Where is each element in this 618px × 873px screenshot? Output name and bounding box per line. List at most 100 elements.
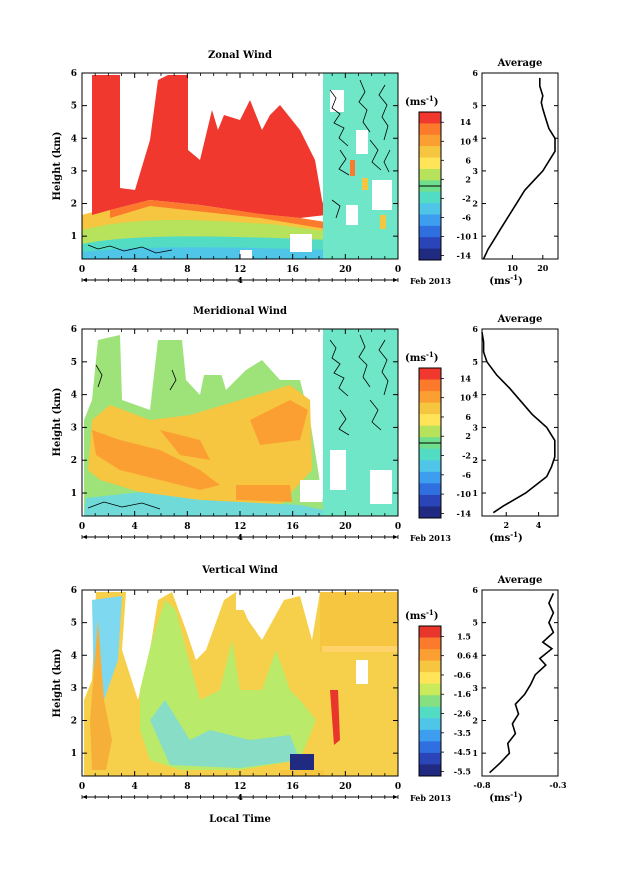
colorbar-swatch	[419, 718, 441, 731]
y-tick-label: 4	[71, 391, 77, 401]
colorbar-swatch	[419, 414, 441, 427]
colorbar-unit-close: )	[434, 611, 439, 622]
colorbar-unit: (ms-1)	[405, 350, 438, 364]
profile-y-tick-label: 3	[472, 683, 478, 693]
profile-y-tick-label: 4	[472, 133, 478, 143]
colorbar-tick-label: 6	[465, 412, 471, 422]
x-tick-label: 0	[395, 782, 401, 792]
day-label: 4	[237, 792, 243, 802]
profile-frame	[481, 328, 559, 517]
colorbar-tick-label: 0.6	[457, 651, 471, 661]
colorbar-swatch	[419, 506, 441, 519]
profile-x-tick-label: 20	[537, 263, 549, 273]
profile-title: Average	[497, 314, 543, 325]
profile-line	[489, 592, 555, 774]
colorbar-tick-label: -14	[457, 250, 472, 260]
colorbar-tick-label: 10	[460, 393, 472, 403]
profile-xlabel-close: )	[518, 276, 523, 287]
colorbar-swatch	[419, 112, 441, 124]
x-tick-label: 4	[132, 265, 138, 275]
x-tick-label: 12	[234, 522, 247, 532]
y-tick-label: 1	[71, 232, 77, 242]
profile-x-tick-label: -0.3	[549, 780, 567, 790]
profile-x-tick-label: 4	[536, 520, 542, 530]
profile-xlabel-exp: -1	[510, 530, 518, 539]
y-tick-label: 6	[71, 325, 77, 335]
profile-y-tick-label: 1	[472, 488, 478, 498]
y-tick-label: 4	[71, 651, 77, 661]
colorbar-unit: (ms-1)	[405, 94, 438, 108]
month-label: Feb 2013	[410, 533, 451, 543]
colorbar-tick-label: -6	[462, 212, 471, 222]
colorbar-tick-label: -4.5	[454, 747, 471, 757]
day-axis-arrow-left	[82, 278, 87, 282]
colorbar-unit-exp: -1	[426, 608, 434, 617]
day-axis-arrow-right	[393, 795, 398, 799]
profile-y-tick-label: 5	[472, 357, 478, 367]
colorbar-swatch	[419, 157, 441, 170]
x-tick-label: 16	[286, 782, 299, 792]
x-tick-label: 0	[395, 265, 401, 275]
profile-xlabel: (ms-1)	[489, 273, 522, 287]
colorbar-swatch	[419, 214, 441, 227]
colorbar-swatch	[419, 494, 441, 507]
colorbar-swatch	[419, 471, 441, 484]
colorbar-tick-label: 2	[465, 174, 471, 184]
colorbar-tick-label: -10	[457, 489, 472, 499]
meridional-wind-title: Meridional Wind	[193, 306, 287, 317]
y-tick-label: 3	[71, 423, 77, 433]
meridional-wind-profile: Average 1 2 3 4 5 6 2 4 (ms-1)	[472, 314, 559, 544]
colorbar-unit-close: )	[434, 353, 439, 364]
colorbar-swatch	[419, 402, 441, 415]
colorbar-swatch	[419, 706, 441, 719]
vertical-wind-profile: Average 1 2 3 4 5 6 -0.8 -0.3 (ms-1)	[472, 575, 567, 804]
profile-xlabel-close: )	[518, 533, 523, 544]
profile-title: Average	[497, 575, 543, 586]
profile-title: Average	[497, 58, 543, 69]
colorbar-swatch	[419, 626, 441, 639]
colorbar-tick-label: -0.6	[454, 670, 472, 680]
x-tick-label: 20	[339, 265, 352, 275]
colorbar-swatch	[419, 425, 441, 438]
x-tick-label: 0	[79, 782, 85, 792]
colorbar-swatch	[419, 146, 441, 159]
vertical-wind-colorbar: 1.5 0.6 -0.6 -1.6 -2.6 -3.5 -4.5 -5.5 (ms-1)	[405, 608, 471, 777]
x-tick-label: 20	[339, 782, 352, 792]
meridional-wind-colorbar: 14 10 6 2 -2 -6 -10 -14 (ms-1)	[405, 350, 471, 519]
colorbar-frame	[418, 625, 442, 777]
profile-xlabel: (ms-1)	[489, 790, 522, 804]
y-tick-label: 2	[71, 456, 77, 466]
colorbar-tick-label: -6	[462, 470, 471, 480]
colorbar-swatch	[419, 391, 441, 404]
x-tick-label: 0	[79, 522, 85, 532]
colorbar-unit-close: )	[434, 97, 439, 108]
colorbar-swatch	[419, 741, 441, 754]
y-tick-label: 6	[71, 69, 77, 79]
month-label: Feb 2013	[410, 276, 451, 286]
profile-y-tick-label: 6	[472, 585, 478, 595]
zonal-wind-ylabel: Height (km)	[52, 132, 63, 201]
colorbar-tick-label: -1.6	[454, 689, 472, 699]
x-tick-label: 4	[132, 522, 138, 532]
profile-y-tick-label: 1	[472, 231, 478, 241]
colorbar-swatch	[419, 448, 441, 461]
vertical-wind-field	[82, 590, 398, 776]
profile-xlabel-exp: -1	[510, 273, 518, 282]
day-label: 4	[237, 275, 243, 285]
x-tick-label: 8	[184, 265, 190, 275]
colorbar-tick-label: -14	[457, 508, 472, 518]
y-tick-label: 5	[71, 102, 77, 112]
vertical-wind-title: Vertical Wind	[201, 565, 278, 576]
meridional-wind-ylabel: Height (km)	[52, 388, 63, 457]
month-label: Feb 2013	[410, 793, 451, 803]
colorbar-tick-label: -2	[462, 451, 471, 461]
colorbar-swatch	[419, 672, 441, 685]
colorbar-tick-label: 14	[460, 373, 472, 383]
colorbar-tick-label: -2	[462, 193, 471, 203]
profile-xlabel-base: (ms	[489, 276, 510, 287]
day-axis-arrow-right	[393, 535, 398, 539]
profile-xlabel-close: )	[518, 793, 523, 804]
